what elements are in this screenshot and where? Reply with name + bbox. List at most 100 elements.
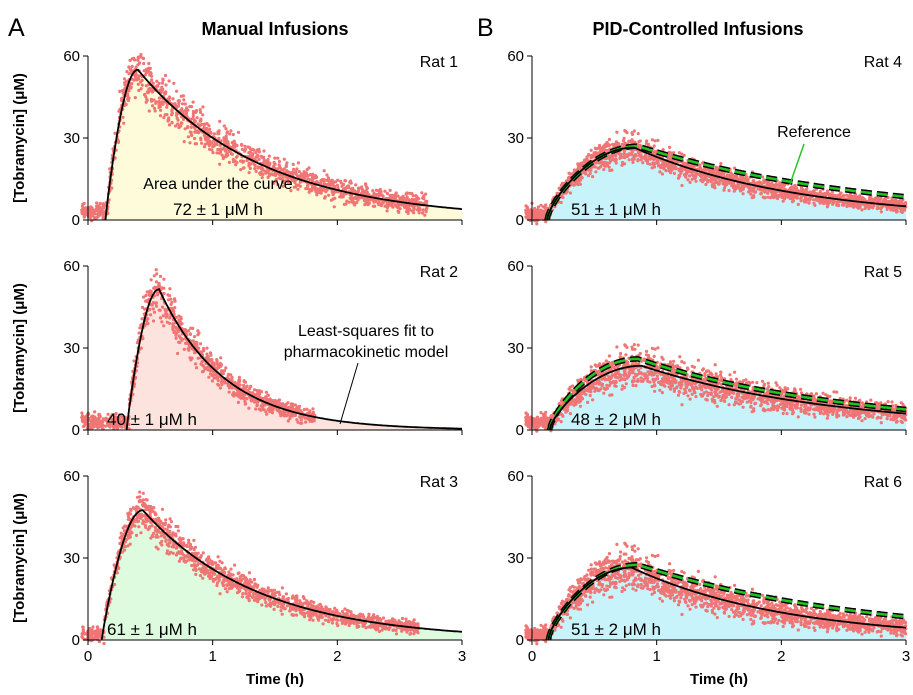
- data-point: [180, 549, 184, 553]
- data-point: [276, 399, 281, 403]
- data-point: [144, 84, 148, 88]
- data-point: [207, 375, 211, 379]
- data-point: [126, 94, 130, 98]
- data-point: [361, 613, 365, 617]
- data-point: [137, 525, 141, 529]
- data-point: [142, 61, 146, 66]
- data-point: [115, 571, 119, 575]
- rat-label: Rat 1: [420, 54, 458, 71]
- data-point: [301, 595, 305, 599]
- data-point: [310, 177, 314, 181]
- data-point: [251, 398, 256, 402]
- data-point: [196, 551, 200, 555]
- data-point: [420, 191, 424, 195]
- data-point: [177, 101, 181, 105]
- data-point: [636, 158, 640, 162]
- data-point: [374, 188, 378, 192]
- data-point: [394, 628, 398, 633]
- x-tick-label: 3: [458, 648, 466, 665]
- data-point: [256, 165, 260, 169]
- data-point: [308, 173, 312, 177]
- data-point: [80, 635, 84, 639]
- data-point: [356, 186, 361, 190]
- data-point: [223, 566, 227, 570]
- data-point: [756, 187, 760, 191]
- data-point: [155, 272, 159, 276]
- data-point: [311, 618, 315, 622]
- data-point: [254, 169, 258, 173]
- data-point: [123, 524, 127, 528]
- data-point: [291, 170, 295, 174]
- data-point: [149, 313, 153, 317]
- data-point: [327, 181, 332, 186]
- data-point: [242, 386, 246, 390]
- data-point: [209, 141, 214, 145]
- data-point: [407, 191, 412, 195]
- data-point: [194, 366, 199, 370]
- data-point: [177, 559, 181, 563]
- data-point: [273, 156, 277, 160]
- data-point: [102, 206, 106, 210]
- x-tick-label: 1: [208, 648, 216, 665]
- data-point: [151, 81, 155, 85]
- data-point: [214, 564, 219, 568]
- data-point: [125, 70, 129, 74]
- data-point: [219, 147, 223, 151]
- data-point: [217, 151, 221, 155]
- data-point: [309, 187, 314, 192]
- data-point: [305, 602, 309, 606]
- data-point: [148, 307, 152, 311]
- data-point: [760, 175, 765, 179]
- data-point: [251, 595, 255, 599]
- data-point: [125, 537, 129, 542]
- data-point: [330, 621, 335, 625]
- data-point: [230, 375, 234, 379]
- data-point: [173, 306, 177, 310]
- data-point: [227, 383, 231, 387]
- data-point: [244, 402, 248, 406]
- data-point: [272, 603, 276, 607]
- data-point: [119, 98, 124, 102]
- data-point: [315, 614, 319, 618]
- data-point: [658, 170, 662, 174]
- x-axis-label: Time (h): [246, 671, 304, 688]
- auc-shaded-area: [105, 69, 462, 220]
- data-point: [402, 196, 406, 200]
- data-point: [210, 148, 214, 152]
- data-point: [766, 195, 771, 199]
- data-point: [167, 79, 171, 83]
- data-point: [245, 397, 249, 401]
- data-point: [132, 78, 136, 82]
- data-point: [166, 298, 171, 302]
- data-point: [192, 118, 196, 122]
- data-point: [394, 632, 399, 636]
- data-point: [176, 99, 180, 103]
- data-point: [180, 102, 185, 106]
- data-point: [338, 195, 342, 199]
- data-point: [189, 125, 193, 129]
- data-point: [690, 177, 694, 181]
- data-point: [302, 408, 306, 412]
- data-point: [657, 164, 661, 168]
- data-point: [193, 341, 197, 345]
- data-point: [312, 600, 316, 605]
- data-point: [96, 215, 100, 219]
- data-point: [319, 606, 323, 611]
- data-point: [325, 173, 329, 177]
- data-point: [101, 417, 105, 421]
- data-point: [350, 200, 354, 204]
- data-point: [168, 541, 172, 545]
- data-point: [126, 544, 130, 548]
- data-point: [371, 614, 375, 618]
- data-point: [83, 415, 87, 419]
- data-point: [157, 308, 161, 312]
- data-point: [288, 604, 293, 609]
- data-point: [280, 178, 285, 182]
- data-point: [235, 161, 239, 165]
- data-point: [406, 208, 410, 212]
- data-point: [80, 411, 84, 415]
- data-point: [314, 175, 319, 179]
- data-point: [191, 326, 195, 330]
- data-point: [335, 618, 340, 622]
